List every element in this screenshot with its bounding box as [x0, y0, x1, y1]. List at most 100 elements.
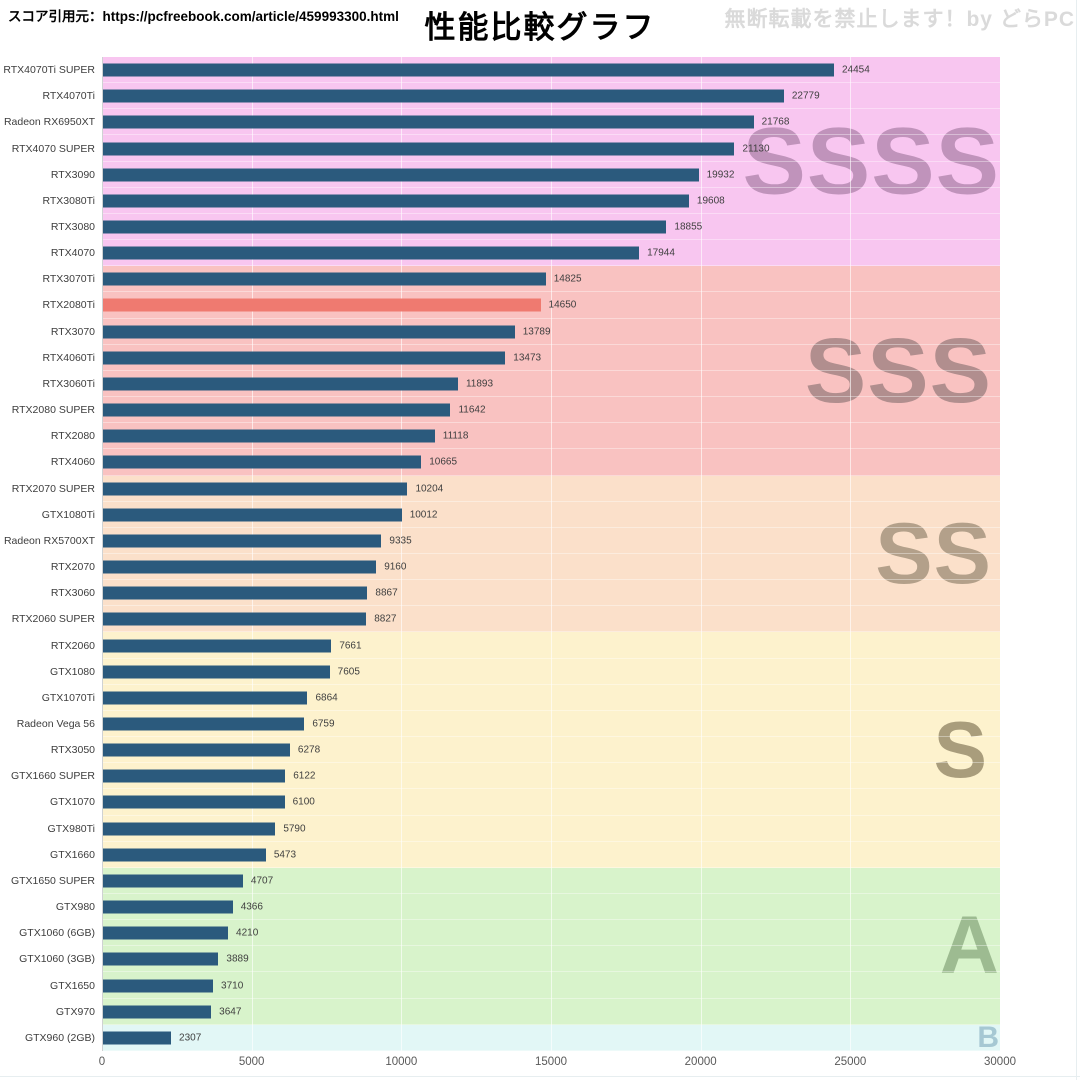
score-bar	[102, 298, 541, 312]
score-value: 10204	[415, 483, 444, 495]
score-value: 3710	[221, 980, 244, 992]
tier-band-B: B GTX960 (2GB) 2307	[0, 1020, 1080, 1054]
bar-cell: 13473	[102, 345, 1080, 372]
score-value: 19608	[696, 195, 725, 207]
bar-row: RTX2080 11118	[0, 423, 1080, 450]
score-value: 6864	[315, 692, 338, 704]
page-title: 性能比較グラフ	[424, 10, 656, 45]
page-edge-bottom	[0, 1076, 1080, 1077]
bar-cell: 6864	[102, 685, 1080, 712]
score-bar	[102, 63, 834, 77]
gpu-label: GTX1650	[50, 979, 95, 992]
score-value: 19932	[706, 169, 735, 181]
bar-cell: 9335	[102, 528, 1080, 555]
gpu-label: GTX1080	[50, 665, 95, 678]
score-bar	[102, 639, 332, 653]
score-value: 14650	[548, 299, 577, 311]
score-bar	[102, 874, 243, 888]
score-bar	[102, 115, 754, 129]
gpu-label: RTX4070 SUPER	[11, 142, 95, 155]
tier-band-SSS: SSS RTX3070Ti 14825 RTX2080Ti 14650 RTX3070 13…	[0, 266, 1080, 476]
score-bar	[102, 272, 546, 286]
page-edge-right	[1076, 0, 1077, 1080]
score-bar	[102, 89, 784, 103]
gpu-label: GTX1080Ti	[41, 508, 95, 521]
gpu-label: RTX3060Ti	[42, 377, 95, 390]
bar-cell: 6122	[102, 763, 1080, 790]
gpu-label: RTX2070 SUPER	[11, 482, 95, 495]
bar-cell: 7605	[102, 659, 1080, 685]
gpu-label: Radeon RX5700XT	[3, 534, 95, 547]
score-bar	[102, 769, 286, 783]
bar-row: RTX3060Ti 11893	[0, 371, 1080, 398]
score-bar	[102, 1005, 212, 1019]
bar-cell: 2307	[102, 1025, 1080, 1052]
bar-row: Radeon RX5700XT 9335	[0, 528, 1080, 555]
gpu-label: RTX2070	[50, 561, 95, 574]
score-value: 3647	[219, 1006, 242, 1018]
score-bar	[102, 351, 506, 365]
bar-cell: 8867	[102, 580, 1080, 607]
source-citation: スコア引用元：https://pcfreebook.com/article/45…	[8, 9, 399, 24]
x-tick-label: 0	[98, 1056, 106, 1068]
score-value: 13473	[513, 352, 542, 364]
bar-row: RTX2060 SUPER 8827	[0, 606, 1080, 633]
x-axis: 0 5000 10000 15000 20000 25000 30000	[0, 1051, 1080, 1075]
score-bar	[102, 586, 368, 600]
bar-row: GTX1070 6100	[0, 789, 1080, 816]
bar-cell: 19608	[102, 188, 1080, 215]
bar-cell: 10204	[102, 476, 1080, 502]
bar-row: GTX1660 SUPER 6122	[0, 763, 1080, 790]
bar-row: RTX3090 19932	[0, 162, 1080, 188]
gpu-label: RTX2080Ti	[42, 299, 95, 312]
gpu-label: GTX960 (2GB)	[24, 1031, 95, 1044]
score-value: 4366	[240, 901, 263, 913]
gpu-label: GTX1660 SUPER	[10, 770, 95, 783]
bar-row: RTX4070 17944	[0, 240, 1080, 267]
score-value: 4210	[236, 927, 259, 939]
bar-row: RTX3050 6278	[0, 737, 1080, 764]
gpu-label: GTX970	[55, 1005, 95, 1018]
gpu-label: GTX980Ti	[47, 822, 95, 835]
score-bar	[102, 612, 367, 626]
score-value: 21130	[742, 143, 770, 155]
bar-cell: 6100	[102, 789, 1080, 816]
bar-row: GTX1070Ti 6864	[0, 685, 1080, 712]
score-value: 5790	[283, 823, 306, 835]
gpu-label: Radeon Vega 56	[16, 717, 95, 730]
tier-letter-B: B	[977, 1020, 1000, 1054]
score-value: 22779	[791, 90, 820, 102]
bar-row: GTX1660 5473	[0, 842, 1080, 869]
score-bar	[102, 246, 640, 260]
bar-row: RTX4070Ti 22779	[0, 83, 1080, 110]
score-bar	[102, 795, 285, 809]
gpu-label: GTX1070Ti	[41, 691, 95, 704]
score-bar	[102, 952, 219, 966]
tier-letter-S: S	[933, 705, 988, 795]
bar-cell: 13789	[102, 319, 1080, 345]
score-bar	[102, 534, 382, 548]
score-bar	[102, 848, 266, 862]
score-bar	[102, 168, 699, 182]
bar-row: GTX1080 7605	[0, 659, 1080, 685]
tier-letter-SSSS: SSSS	[742, 108, 1000, 215]
bar-cell: 6278	[102, 737, 1080, 764]
gpu-label: GTX1070	[50, 796, 95, 809]
bar-cell: 24454	[102, 57, 1080, 84]
score-value: 11118	[442, 430, 469, 442]
bar-row: GTX960 (2GB) 2307	[0, 1025, 1080, 1052]
header: スコア引用元：https://pcfreebook.com/article/45…	[0, 0, 1080, 57]
score-value: 7661	[339, 640, 362, 652]
bar-cell: 4707	[102, 868, 1080, 895]
watermark: 無断転載を禁止します！by どらPC	[724, 8, 1075, 31]
gpu-label: GTX1660	[50, 848, 95, 861]
score-bar	[102, 377, 458, 391]
bar-row: RTX2080Ti 14650	[0, 292, 1080, 319]
bar-row: GTX970 3647	[0, 999, 1080, 1025]
x-tick-label: 10000	[385, 1056, 418, 1068]
bar-row: RTX3070Ti 14825	[0, 266, 1080, 293]
tier-letter-SS: SS	[875, 505, 992, 602]
score-value: 24454	[841, 64, 870, 76]
bar-cell: 10012	[102, 502, 1080, 528]
bar-cell: 3889	[102, 946, 1080, 973]
